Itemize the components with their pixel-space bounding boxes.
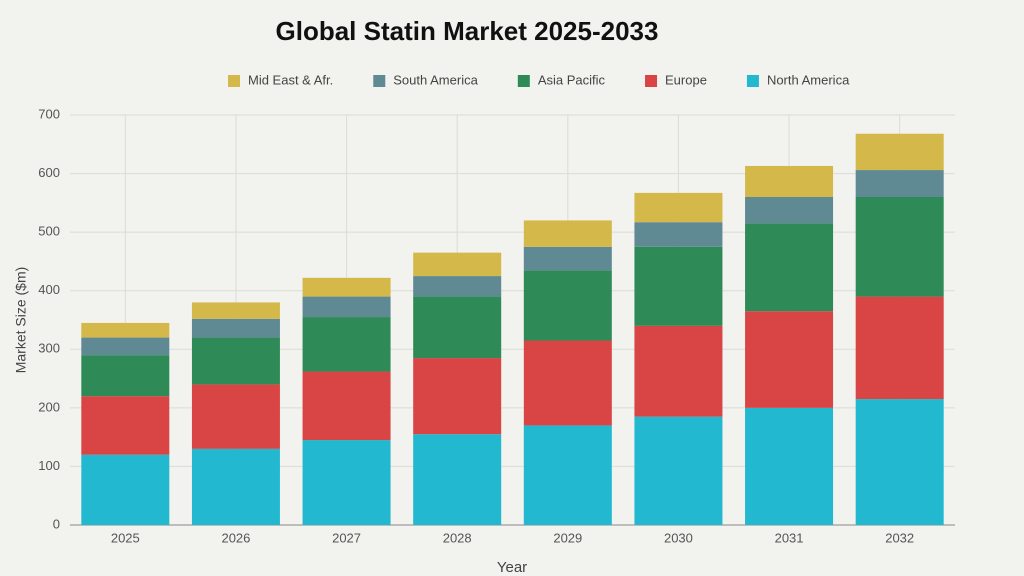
bar-segment	[745, 407, 834, 525]
legend-swatch	[228, 75, 240, 87]
bar-segment	[302, 371, 391, 441]
bar-segment	[523, 220, 612, 247]
x-tick-label: 2026	[221, 530, 250, 545]
y-tick-label: 300	[38, 341, 60, 356]
chart-title: Global Statin Market 2025-2033	[276, 16, 659, 46]
y-tick-label: 500	[38, 224, 60, 239]
bar-segment	[855, 399, 944, 525]
y-tick-label: 200	[38, 399, 60, 414]
bar-segment	[523, 340, 612, 426]
x-axis-title: Year	[497, 559, 527, 576]
bar-segment	[81, 396, 170, 455]
x-tick-label: 2030	[664, 530, 693, 545]
y-tick-label: 600	[38, 165, 60, 180]
bar-segment	[523, 425, 612, 525]
x-tick-label: 2028	[443, 530, 472, 545]
x-tick-label: 2027	[332, 530, 361, 545]
bar-segment	[191, 337, 280, 385]
legend-swatch	[645, 75, 658, 87]
bar-segment	[81, 337, 170, 356]
bar-segment	[634, 246, 723, 326]
legend-label: North America	[767, 72, 850, 87]
bar-segment	[745, 165, 834, 197]
bar-segment	[855, 197, 944, 297]
bar-segment	[302, 440, 391, 525]
x-tick-label: 2029	[553, 530, 582, 545]
bar-segment	[81, 322, 170, 338]
bar-segment	[523, 270, 612, 341]
bar-segment	[855, 296, 944, 400]
y-axis-title: Market Size ($m)	[13, 267, 29, 374]
bar-segment	[81, 355, 170, 397]
bar-segment	[81, 454, 170, 525]
bar-segment	[191, 318, 280, 338]
legend-swatch	[746, 75, 759, 87]
bar-segment	[413, 252, 502, 277]
bar-segment	[855, 133, 944, 171]
bar-segment	[745, 197, 834, 224]
bar-segment	[745, 311, 834, 408]
y-tick-label: 400	[38, 282, 60, 297]
x-tick-label: 2025	[111, 530, 140, 545]
bar-segment	[191, 384, 280, 449]
y-tick-label: 0	[53, 516, 60, 531]
bar-segment	[302, 296, 391, 318]
y-tick-label: 700	[38, 106, 60, 121]
bar-segment	[634, 325, 723, 417]
bar-segment	[634, 222, 723, 247]
bar-segment	[191, 448, 280, 525]
legend-label: South America	[393, 72, 478, 87]
bar-segment	[413, 276, 502, 297]
y-tick-label: 100	[38, 458, 60, 473]
bar-segment	[191, 302, 280, 319]
bar-segment	[634, 416, 723, 525]
bar-segment	[523, 246, 612, 271]
x-tick-label: 2031	[775, 530, 804, 545]
legend-swatch	[517, 75, 530, 87]
bar-segment	[413, 358, 502, 435]
legend-label: Mid East & Afr.	[248, 72, 333, 87]
bar-segment	[302, 317, 391, 372]
bar-segment	[302, 277, 391, 297]
bar-segment	[745, 223, 834, 312]
bar-segment	[413, 434, 502, 525]
bar-segment	[634, 192, 723, 223]
legend-label: Europe	[665, 72, 707, 87]
legend-swatch	[373, 75, 386, 87]
bar-segment	[413, 296, 502, 359]
legend-label: Asia Pacific	[538, 72, 606, 87]
x-tick-label: 2032	[885, 530, 914, 545]
bar-segment	[855, 170, 944, 197]
